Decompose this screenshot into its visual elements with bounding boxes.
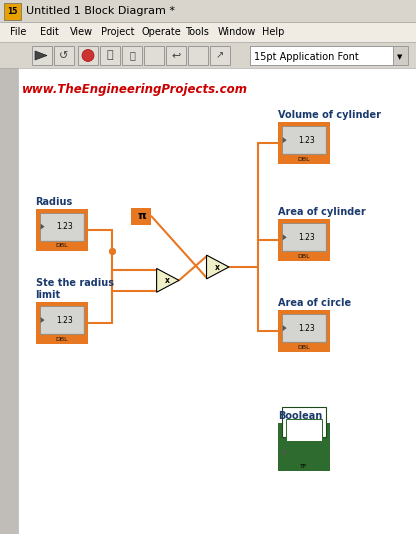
Bar (166, 46, 186, 65)
Text: Untitled 1 Block Diagram *: Untitled 1 Block Diagram * (26, 6, 175, 16)
Text: Edit: Edit (40, 27, 59, 37)
Bar (40, 306, 84, 334)
Bar (4, 3, 21, 20)
Text: Area of circle: Area of circle (278, 298, 351, 308)
Text: Volume of cylinder: Volume of cylinder (278, 110, 381, 120)
Bar (35, 302, 87, 344)
Text: ↩: ↩ (171, 51, 181, 60)
Bar (282, 223, 326, 252)
Bar (0, 22, 416, 42)
Bar (144, 46, 164, 65)
Text: www.TheEngineeringProjects.com: www.TheEngineeringProjects.com (22, 83, 248, 97)
Text: ▼: ▼ (397, 54, 403, 60)
Text: DBL: DBL (297, 344, 310, 350)
Bar (278, 310, 330, 352)
Bar (282, 126, 326, 154)
Text: x: x (215, 263, 220, 271)
Text: ↗: ↗ (216, 51, 224, 60)
Bar (278, 219, 330, 261)
Bar (122, 46, 142, 65)
Text: limit: limit (35, 290, 61, 300)
Bar (18, 68, 416, 534)
Polygon shape (283, 234, 287, 240)
Polygon shape (41, 224, 45, 230)
Bar (283, 224, 324, 250)
Bar (278, 122, 330, 164)
Text: 1.23: 1.23 (298, 233, 315, 242)
Text: Tools: Tools (185, 27, 209, 37)
Text: 💡: 💡 (129, 51, 135, 60)
Text: Project: Project (101, 27, 134, 37)
Bar (41, 214, 82, 240)
Polygon shape (283, 325, 287, 331)
Bar (54, 46, 74, 65)
Bar (282, 314, 326, 342)
Text: DBL: DBL (55, 243, 68, 248)
Text: DBL: DBL (297, 156, 310, 162)
Polygon shape (41, 317, 45, 323)
Bar (131, 208, 151, 225)
Bar (0, 42, 416, 68)
Circle shape (82, 50, 94, 61)
Bar (282, 407, 326, 437)
Polygon shape (156, 269, 179, 292)
Bar (41, 307, 82, 333)
Bar (283, 127, 324, 153)
Text: ⏸: ⏸ (106, 51, 113, 60)
Bar (40, 213, 84, 241)
Text: Area of cylinder: Area of cylinder (278, 207, 365, 217)
Text: 1.23: 1.23 (56, 222, 73, 231)
Bar (0, 68, 18, 534)
Text: Ste the radius: Ste the radius (35, 278, 114, 288)
Text: Window: Window (218, 27, 256, 37)
Text: 15: 15 (7, 7, 18, 16)
Text: ↺: ↺ (59, 51, 69, 60)
Polygon shape (206, 255, 229, 279)
Bar (78, 46, 98, 65)
Text: View: View (70, 27, 93, 37)
Text: 1.23: 1.23 (56, 316, 73, 325)
Text: DBL: DBL (297, 254, 310, 259)
Bar (188, 46, 208, 65)
Text: TF: TF (300, 464, 307, 469)
Text: 1.23: 1.23 (298, 136, 315, 145)
Text: File: File (10, 27, 26, 37)
Bar (283, 315, 324, 341)
Bar (35, 209, 87, 250)
Bar (250, 46, 398, 65)
Text: x: x (165, 276, 170, 285)
Bar (0, 0, 416, 22)
Text: Boolean: Boolean (278, 412, 322, 421)
Bar (286, 420, 322, 442)
Text: π: π (137, 211, 146, 221)
Text: 1.23: 1.23 (298, 324, 315, 333)
Bar (278, 423, 330, 472)
Polygon shape (283, 450, 287, 456)
Text: DBL: DBL (55, 336, 68, 342)
Text: Help: Help (262, 27, 285, 37)
Text: Radius: Radius (35, 197, 73, 207)
Bar (32, 46, 52, 65)
Text: 15pt Application Font: 15pt Application Font (254, 52, 359, 62)
Polygon shape (283, 137, 287, 143)
Polygon shape (35, 51, 47, 60)
Bar (210, 46, 230, 65)
Bar (393, 46, 408, 65)
Bar (100, 46, 120, 65)
Text: Operate: Operate (141, 27, 181, 37)
